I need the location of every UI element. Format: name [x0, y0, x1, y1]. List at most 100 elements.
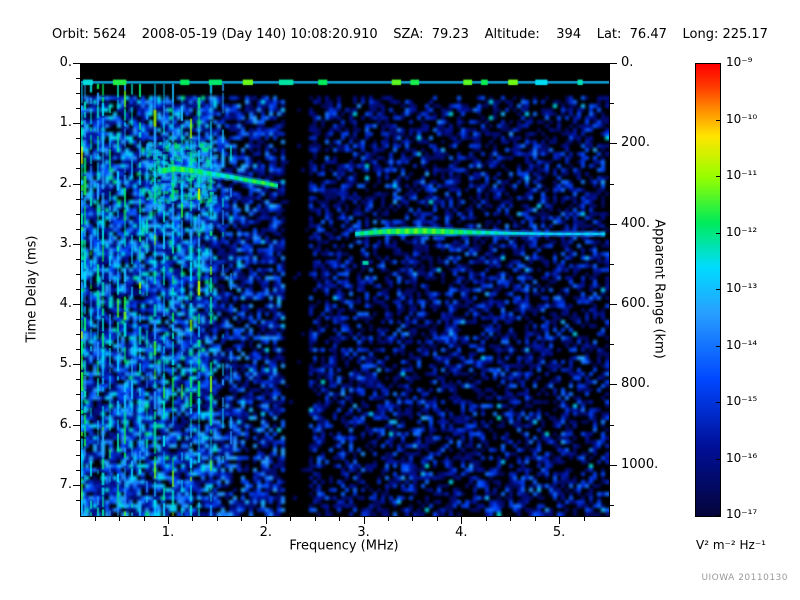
colorbar: [695, 63, 721, 517]
colorbar-tick: [716, 345, 720, 347]
y-minor-tick-left: [76, 409, 80, 411]
x-tick: [168, 517, 169, 524]
y-minor-tick-right: [610, 424, 614, 426]
x-minor-tick: [534, 517, 536, 521]
x-tick-label: 1.: [161, 525, 175, 540]
x-tick: [363, 517, 365, 524]
x-minor-tick: [436, 517, 438, 521]
colorbar-tick: [716, 515, 720, 516]
y-minor-tick-left: [76, 379, 80, 381]
y-minor-tick-left: [76, 198, 80, 200]
x-minor-tick: [290, 517, 292, 521]
y-minor-tick-right: [610, 103, 614, 105]
y-tick-label-right: 1000.: [621, 456, 659, 472]
x-minor-tick: [510, 517, 512, 521]
y-tick-label-right: 600.: [621, 296, 650, 312]
y-minor-tick-right: [610, 504, 614, 506]
y-tick-label-left: 0.: [59, 55, 72, 70]
y-tick-left: [73, 484, 80, 486]
y-minor-tick-right: [610, 263, 614, 265]
x-minor-tick: [119, 517, 121, 521]
orbit-value: Orbit: 5624: [52, 27, 127, 42]
y-tick-label-right: 800.: [621, 376, 650, 392]
y-tick-label-right: 0.: [621, 55, 634, 70]
long-value: Long: 225.17: [682, 27, 768, 42]
y-minor-tick-left: [76, 349, 80, 351]
y-tick-right: [610, 223, 617, 225]
y-minor-tick-left: [76, 439, 80, 441]
y-tick-left: [73, 304, 80, 306]
x-minor-tick: [216, 517, 218, 521]
y-tick-label-right: 400.: [621, 215, 650, 231]
y-tick-left: [73, 424, 80, 426]
x-tick-label: 4.: [455, 525, 468, 540]
y-minor-tick-left: [76, 289, 80, 290]
y-minor-tick-left: [76, 228, 80, 230]
y-minor-tick-left: [76, 108, 80, 110]
colorbar-tick: [716, 119, 720, 121]
colorbar-tick: [716, 63, 720, 64]
y-tick-right: [610, 384, 617, 386]
x-tick: [461, 517, 463, 524]
y-minor-tick-left: [76, 153, 80, 155]
altitude-value: Altitude: 394: [484, 27, 582, 42]
lat-value: Lat: 76.47: [596, 27, 667, 42]
y-minor-tick-left: [76, 394, 80, 396]
y-minor-tick-left: [76, 138, 80, 140]
y-tick-label-left: 7.: [59, 476, 72, 492]
x-axis-title: Frequency (MHz): [289, 538, 399, 554]
x-minor-tick: [583, 517, 585, 521]
x-minor-tick: [241, 517, 243, 521]
colorbar-tick: [716, 176, 720, 177]
x-tick-label: 5.: [552, 525, 566, 540]
y-minor-tick-left: [76, 258, 80, 260]
y-tick-left: [73, 63, 80, 64]
x-minor-tick: [388, 517, 389, 521]
x-tick-label: 3.: [357, 525, 370, 540]
x-tick: [265, 517, 267, 524]
y-tick-right: [610, 143, 617, 145]
y-minor-tick-left: [76, 78, 80, 80]
spectrogram-canvas: [80, 63, 610, 517]
colorbar-tick: [716, 402, 720, 403]
colorbar-tick-label: 10⁻¹³: [726, 281, 758, 295]
y-tick-label-right: 200.: [621, 135, 650, 151]
y-tick-label-left: 1.: [59, 115, 72, 131]
colorbar-tick-label: 10⁻¹⁵: [726, 394, 758, 408]
x-tick: [559, 517, 561, 524]
y-tick-label-left: 3.: [59, 235, 72, 251]
y-axis-title-right: Apparent Range (km): [651, 219, 667, 359]
x-minor-tick: [94, 517, 96, 521]
colorbar-tick-label: 10⁻⁹: [726, 55, 753, 69]
x-minor-tick: [485, 517, 487, 521]
x-minor-tick: [143, 517, 145, 521]
colorbar-tick: [716, 458, 720, 460]
y-minor-tick-left: [76, 273, 80, 275]
colorbar-tick: [716, 232, 720, 234]
x-minor-tick: [412, 517, 414, 521]
y-minor-tick-left: [76, 499, 80, 501]
y-tick-right: [610, 63, 617, 64]
y-tick-label-left: 6.: [59, 416, 72, 432]
colorbar-tick-label: 10⁻¹⁶: [726, 450, 758, 465]
y-tick-right: [610, 464, 617, 466]
y-minor-tick-left: [76, 168, 80, 170]
x-minor-tick: [192, 517, 194, 521]
datetime-value: 2008-05-19 (Day 140) 10:08:20.910: [141, 27, 378, 42]
y-tick-left: [73, 243, 80, 245]
y-tick-left: [73, 123, 80, 125]
sza-value: SZA: 79.23: [393, 27, 469, 42]
header-info: Orbit: 5624 2008-05-19 (Day 140) 10:08:2…: [52, 27, 768, 42]
x-tick-label: 2.: [259, 525, 272, 540]
colorbar-unit-label: V² m⁻² Hz⁻¹: [696, 538, 766, 552]
y-minor-tick-right: [610, 183, 614, 185]
x-minor-tick: [314, 517, 316, 521]
y-tick-label-left: 4.: [59, 296, 72, 312]
y-minor-tick-left: [76, 319, 80, 321]
y-minor-tick-left: [76, 334, 80, 336]
colorbar-tick-label: 10⁻¹²: [726, 224, 758, 239]
y-minor-tick-right: [610, 344, 614, 346]
y-tick-label-left: 5.: [59, 356, 72, 372]
y-minor-tick-left: [76, 454, 80, 456]
colorbar-tick-label: 10⁻¹⁰: [726, 111, 758, 126]
